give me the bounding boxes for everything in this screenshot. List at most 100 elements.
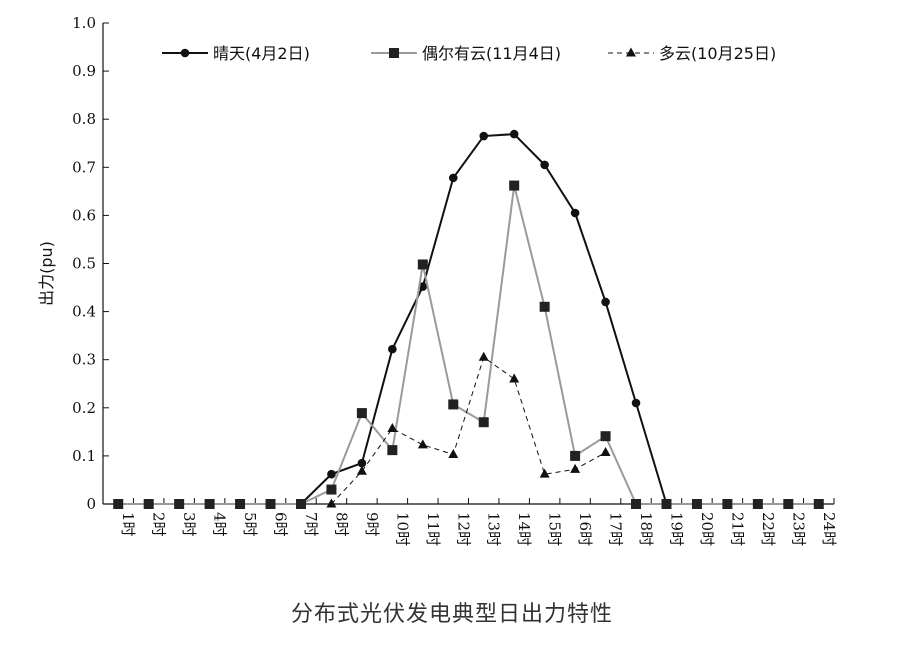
legend-label: 偶尔有云(11月4日) bbox=[422, 44, 561, 63]
data-point bbox=[722, 499, 733, 509]
x-tick-label: 2时 bbox=[150, 512, 168, 537]
data-point bbox=[418, 282, 428, 291]
data-point bbox=[417, 259, 428, 270]
data-point bbox=[235, 499, 246, 509]
data-point bbox=[813, 499, 824, 509]
series-line bbox=[331, 356, 606, 505]
x-tick-label: 10时 bbox=[393, 512, 411, 546]
y-tick-label: 0.9 bbox=[72, 62, 96, 80]
data-point bbox=[478, 417, 489, 428]
x-tick-label: 11时 bbox=[424, 512, 442, 546]
x-tick-label: 20时 bbox=[698, 512, 716, 546]
x-tick-label: 1时 bbox=[119, 512, 137, 537]
data-point bbox=[113, 499, 124, 509]
x-tick-label: 16时 bbox=[576, 512, 594, 546]
y-tick-label: 0.8 bbox=[72, 110, 96, 128]
data-point bbox=[478, 351, 489, 361]
x-tick-label: 6时 bbox=[272, 512, 290, 537]
chart-caption: 分布式光伏发电典型日出力特性 bbox=[290, 602, 613, 627]
y-tick-label: 0.7 bbox=[72, 158, 96, 176]
x-tick-label: 3时 bbox=[180, 512, 198, 537]
x-tick-label: 22时 bbox=[759, 512, 777, 546]
legend-label: 晴天(4月2日) bbox=[213, 44, 310, 63]
data-point bbox=[479, 131, 489, 141]
legend-label: 多云(10月25日) bbox=[659, 44, 776, 63]
data-point bbox=[448, 448, 459, 458]
data-point bbox=[356, 408, 367, 419]
y-tick-label: 0.2 bbox=[72, 399, 96, 417]
series-3 bbox=[326, 351, 611, 508]
data-point bbox=[631, 398, 641, 408]
x-tick-label: 23时 bbox=[789, 512, 807, 546]
data-point bbox=[691, 499, 702, 509]
series-line bbox=[118, 185, 819, 505]
legend-item-3: 多云(10月25日) bbox=[608, 44, 776, 63]
y-tick-label: 0.3 bbox=[72, 351, 96, 369]
x-tick-label: 21时 bbox=[728, 512, 746, 546]
x-tick-label: 24时 bbox=[820, 512, 838, 546]
data-point bbox=[387, 422, 398, 432]
chart-axes: 0 0.1 0.2 0.3 0.4 0.5 0.6 0.7 0.8 0.9 1.0 1时 2时 3时 4时 5… bbox=[37, 14, 838, 546]
x-tick-label: 8时 bbox=[332, 512, 350, 537]
y-tick-label: 0.5 bbox=[72, 255, 96, 273]
x-tick-label: 15时 bbox=[546, 512, 564, 546]
data-point bbox=[327, 469, 336, 479]
chart-legend: 晴天(4月2日) 偶尔有云(11月4日) 多云(10月25日) bbox=[162, 44, 776, 63]
data-point bbox=[448, 399, 459, 410]
data-point bbox=[509, 180, 520, 191]
data-point bbox=[540, 160, 549, 170]
legend-marker bbox=[180, 48, 190, 58]
x-tick-label: 4时 bbox=[211, 512, 229, 537]
data-point bbox=[174, 499, 185, 509]
data-point bbox=[601, 297, 610, 307]
legend-marker bbox=[389, 48, 399, 58]
series-2 bbox=[113, 180, 824, 509]
y-tick-label: 0.1 bbox=[72, 447, 96, 465]
data-point bbox=[295, 499, 306, 509]
data-point bbox=[326, 484, 337, 495]
series-1 bbox=[113, 129, 824, 509]
data-point bbox=[509, 129, 519, 139]
data-point bbox=[326, 498, 337, 508]
y-tick-label: 1.0 bbox=[72, 14, 96, 32]
data-point bbox=[600, 431, 611, 442]
data-point bbox=[204, 499, 215, 509]
data-point bbox=[356, 465, 367, 475]
data-point bbox=[265, 499, 276, 509]
x-tick-label: 12时 bbox=[454, 512, 472, 546]
data-point bbox=[388, 344, 397, 354]
x-tick-label: 14时 bbox=[515, 512, 533, 546]
y-tick-label: 0 bbox=[86, 495, 96, 513]
data-point bbox=[357, 458, 367, 468]
data-point bbox=[661, 499, 672, 509]
x-tick-label: 5时 bbox=[241, 512, 259, 537]
y-tick-label: 0.6 bbox=[72, 206, 96, 224]
data-point bbox=[570, 450, 581, 461]
data-point bbox=[752, 499, 763, 509]
legend-item-2: 偶尔有云(11月4日) bbox=[371, 44, 561, 63]
data-point bbox=[417, 439, 428, 449]
data-point bbox=[600, 447, 611, 457]
y-tick-label: 0.4 bbox=[72, 303, 96, 321]
data-point bbox=[448, 173, 458, 183]
series-line bbox=[118, 133, 819, 505]
x-tick-label: 17时 bbox=[607, 512, 625, 546]
y-axis-label: 出力(pu) bbox=[37, 241, 56, 306]
data-point bbox=[783, 499, 794, 509]
legend-item-1: 晴天(4月2日) bbox=[162, 44, 310, 63]
data-point bbox=[387, 445, 398, 456]
x-tick-label: 18时 bbox=[637, 512, 655, 546]
x-tick-label: 19时 bbox=[667, 512, 685, 546]
data-point bbox=[570, 208, 580, 218]
data-point bbox=[539, 468, 550, 478]
data-point bbox=[570, 463, 581, 473]
x-tick-label: 13时 bbox=[485, 512, 503, 546]
x-tick-label: 9时 bbox=[363, 512, 381, 537]
data-point bbox=[631, 499, 642, 509]
chart-series-layer bbox=[113, 129, 824, 509]
data-point bbox=[539, 301, 550, 312]
data-point bbox=[143, 499, 154, 509]
x-tick-label: 7时 bbox=[302, 512, 320, 537]
data-point bbox=[509, 373, 520, 383]
